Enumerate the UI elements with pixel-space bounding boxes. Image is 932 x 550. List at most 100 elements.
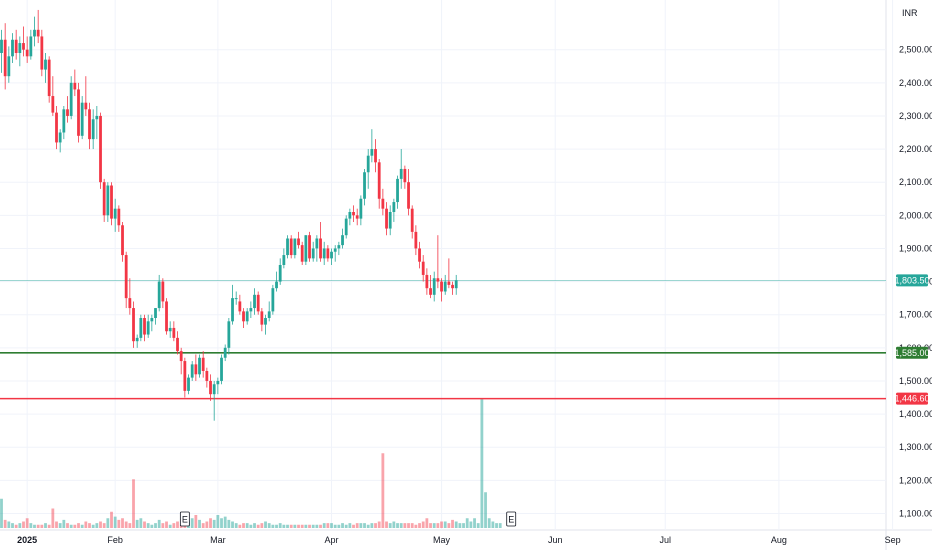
y-tick-label: 2,500.00: [899, 45, 932, 55]
candle-body: [253, 294, 256, 309]
candle-body: [337, 245, 341, 249]
candle-body: [40, 36, 44, 70]
candle-body: [319, 238, 322, 259]
volume-bar: [440, 521, 443, 528]
x-tick-label: Jun: [548, 535, 563, 545]
candle-body: [110, 185, 113, 219]
volume-bar: [220, 518, 223, 528]
volume-bar: [429, 523, 432, 528]
candle-body: [157, 281, 161, 309]
price-labels: 1,803.50 1,585.00 1,446.60: [894, 274, 930, 405]
volume-bar: [311, 524, 315, 528]
volume-bar: [396, 523, 399, 528]
candle-body: [135, 337, 139, 342]
volume-bar: [267, 523, 271, 528]
x-tick-label: Sep: [885, 535, 901, 545]
volume-bar: [150, 524, 154, 528]
candle-body: [260, 311, 264, 325]
volume-bar: [139, 518, 143, 528]
candle-body: [183, 361, 187, 391]
candle-body: [121, 225, 124, 256]
volume-bar: [286, 524, 289, 528]
candle-body: [66, 109, 69, 116]
earnings-marker-box[interactable]: [506, 511, 517, 527]
candle-body: [154, 308, 157, 318]
volume-bar: [480, 398, 484, 528]
volume-bar: [275, 524, 278, 528]
volume-bar: [22, 521, 25, 528]
x-tick-label: Apr: [325, 535, 339, 545]
volume-bar: [55, 521, 58, 528]
earnings-marker-label[interactable]: E: [508, 515, 514, 525]
volume-bar: [223, 516, 227, 528]
candle-body: [176, 337, 179, 352]
candle-body: [22, 43, 25, 50]
candle-body: [209, 380, 212, 395]
volume-bar: [106, 518, 110, 528]
candle-body: [330, 251, 333, 259]
y-tick-label: 1,700.00: [899, 310, 932, 320]
candle-body: [396, 178, 399, 203]
candle-body: [249, 308, 253, 312]
volume-bar: [234, 523, 238, 528]
volume-bar: [161, 523, 165, 528]
candle-body: [407, 182, 410, 209]
volume-bar: [443, 521, 447, 528]
volume-bar: [18, 523, 22, 528]
candle-body: [44, 59, 47, 70]
candle-body: [385, 208, 388, 229]
volume-bar: [315, 524, 319, 528]
candle-body: [410, 208, 414, 232]
y-tick-label: 1,400.00: [899, 409, 932, 419]
candle-body: [267, 311, 271, 318]
candle-body: [293, 238, 297, 256]
volume-bar: [297, 524, 300, 528]
candle-body: [143, 318, 146, 335]
volume-bar: [194, 515, 198, 528]
volume-bar: [341, 523, 344, 528]
candle-body: [231, 298, 234, 322]
volume-bar: [209, 518, 212, 528]
candle-body: [234, 298, 238, 300]
volume-bar: [29, 523, 33, 528]
volume-bar: [403, 523, 407, 528]
volume-bar: [216, 515, 220, 528]
volume-bar: [436, 523, 440, 528]
candle-body: [55, 112, 58, 143]
volume-bar: [205, 521, 209, 528]
candle-body: [429, 288, 432, 295]
volume-bar: [498, 523, 502, 528]
candle-body: [95, 115, 99, 120]
candle-body: [355, 215, 359, 219]
volume-bar: [278, 523, 282, 528]
earnings-marker-label[interactable]: E: [182, 515, 188, 525]
candle-body: [447, 281, 451, 285]
horizontal-price-lines: [0, 280, 886, 400]
volume-bar: [0, 498, 3, 528]
candle-body: [47, 59, 51, 97]
candle-body: [25, 49, 29, 57]
volume-bar: [359, 523, 363, 528]
volume-bar: [77, 523, 80, 528]
candle-body: [374, 149, 377, 163]
candle-body: [139, 318, 143, 338]
volume-bar: [282, 524, 286, 528]
volume-bar: [135, 519, 139, 528]
candlesticks: [0, 9, 458, 421]
volume-bar: [487, 518, 491, 528]
y-tick-label: 1,500.00: [899, 376, 932, 386]
candle-body: [297, 238, 300, 246]
volume-bar: [326, 523, 330, 528]
earnings-marker-box[interactable]: [179, 511, 190, 527]
candle-body: [216, 380, 220, 385]
candle-body: [220, 357, 223, 381]
volume-bar: [157, 519, 161, 528]
volume-bar: [425, 518, 429, 528]
y-tick-label: 2,200.00: [899, 144, 932, 154]
candle-body: [198, 357, 201, 375]
candle-body: [352, 212, 355, 216]
candle-body: [102, 182, 106, 216]
